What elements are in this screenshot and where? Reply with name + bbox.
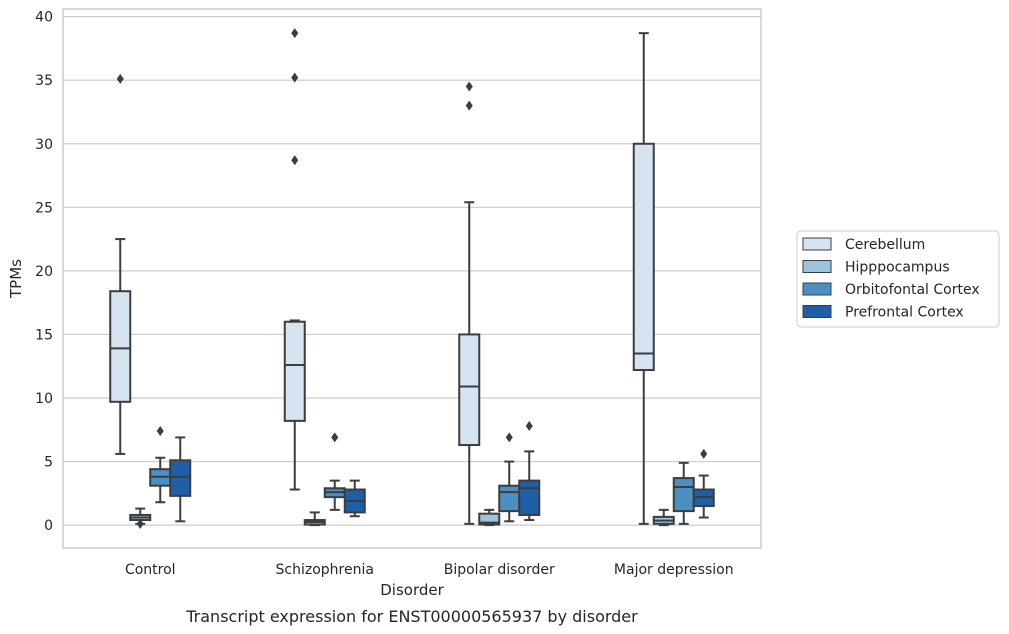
legend-item: Hipppocampus	[802, 260, 950, 276]
box-iqr	[283, 320, 306, 422]
y-tick-label: 25	[35, 200, 53, 216]
box-series	[109, 28, 715, 529]
outlier-point	[505, 432, 513, 443]
legend-swatch	[802, 260, 832, 273]
box-hipppocampus	[129, 507, 152, 529]
legend-item: Cerebellum	[802, 237, 925, 253]
outlier-point	[136, 518, 144, 529]
legend-swatch	[802, 237, 832, 251]
outlier-point	[331, 432, 339, 443]
box-iqr	[458, 333, 481, 447]
outlier-point	[116, 73, 124, 84]
box-hipppocampus	[478, 508, 501, 527]
outlier-point	[156, 426, 164, 437]
box-prefrontal-cortex	[343, 479, 366, 518]
outlier-point	[465, 81, 473, 92]
plot-frame	[62, 8, 762, 549]
x-tick-label: Bipolar disorder	[444, 562, 555, 578]
box-cerebellum	[109, 73, 132, 455]
outlier-point	[291, 155, 299, 166]
y-tick-label: 40	[35, 10, 53, 26]
chart-caption: Transcript expression for ENST0000056593…	[185, 607, 638, 626]
legend-label: Hipppocampus	[845, 260, 950, 276]
box-orbitofontal-cortex	[498, 432, 521, 523]
y-axis-label: TPMs	[7, 259, 25, 299]
box-iqr	[478, 512, 501, 526]
legend-item: Orbitofontal Cortex	[802, 282, 980, 298]
box-iqr	[109, 290, 132, 403]
box-cerebellum	[632, 32, 655, 525]
box-iqr	[518, 479, 541, 516]
x-tick-label: Major depression	[614, 562, 734, 578]
y-tick-label: 35	[35, 73, 53, 89]
box-orbitofontal-cortex	[323, 432, 346, 511]
legend-swatch	[802, 282, 832, 296]
box-cerebellum	[458, 81, 481, 525]
x-tick-label: Schizophrenia	[276, 562, 374, 578]
box-prefrontal-cortex	[518, 420, 541, 522]
box-iqr	[632, 142, 655, 372]
outlier-point	[525, 420, 533, 431]
legend-label: Cerebellum	[845, 237, 925, 253]
legend-box	[796, 230, 1000, 328]
legend-swatch	[802, 305, 832, 318]
legend-item: Prefrontal Cortex	[802, 305, 964, 321]
x-axis-label: Disorder	[380, 581, 444, 599]
outlier-point	[700, 448, 708, 459]
y-tick-label: 20	[35, 264, 53, 280]
y-tick-label: 30	[35, 137, 53, 153]
y-tick-label: 5	[44, 455, 53, 471]
legend-label: Prefrontal Cortex	[845, 305, 964, 321]
box-iqr	[169, 459, 192, 497]
y-tick-labels: 0 5 10 15 20 25 30 35 40	[35, 10, 53, 534]
legend: Cerebellum Hipppocampus Orbitofontal Corte…	[796, 230, 1000, 328]
outlier-point	[291, 72, 299, 83]
box-hipppocampus	[303, 511, 326, 527]
box-hipppocampus	[652, 508, 675, 527]
gridlines	[63, 16, 761, 526]
box-prefrontal-cortex	[692, 448, 715, 519]
outlier-point	[465, 100, 473, 111]
legend-label: Orbitofontal Cortex	[845, 282, 980, 298]
box-iqr	[498, 484, 521, 513]
x-tick-label: Control	[125, 562, 176, 578]
box-orbitofontal-cortex	[672, 461, 695, 525]
box-cerebellum	[283, 28, 306, 491]
y-tick-label: 10	[35, 391, 53, 407]
y-tick-label: 15	[35, 327, 53, 343]
x-tick-labels: Control Schizophrenia Bipolar disorder Majo…	[125, 562, 734, 578]
outlier-point	[291, 28, 299, 39]
y-tick-label: 0	[44, 518, 53, 534]
box-iqr	[672, 477, 695, 513]
box-orbitofontal-cortex	[149, 426, 172, 504]
box-prefrontal-cortex	[169, 436, 192, 523]
